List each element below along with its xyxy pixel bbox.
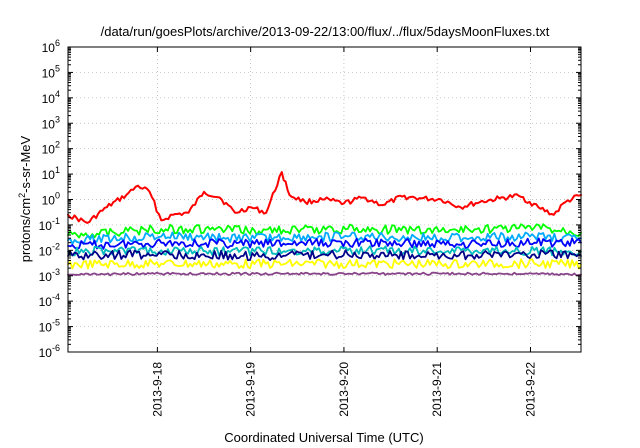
series-line-5 <box>67 245 582 257</box>
x-axis-label: Coordinated Universal Time (UTC) <box>224 430 423 445</box>
series-line-6 <box>67 249 582 262</box>
y-tick-label: 104 <box>42 89 60 106</box>
series-line-3 <box>67 231 582 245</box>
y-tick-label: 10-4 <box>39 292 60 309</box>
y-axis-label: protons/cm2-s-sr-MeV <box>17 135 33 262</box>
series-line-2 <box>67 223 582 239</box>
y-tick-label: 106 <box>42 38 60 55</box>
y-tick-label: 103 <box>42 114 60 131</box>
y-tick-label: 10-3 <box>39 267 60 284</box>
x-tick-label: 2013-9-22 <box>523 362 537 417</box>
x-tick-label: 2013-9-18 <box>150 362 164 417</box>
x-tick-label: 2013-9-20 <box>337 362 351 417</box>
series-line-8 <box>67 271 582 277</box>
y-tick-label: 10-1 <box>39 216 60 233</box>
series-line-1 <box>67 171 582 224</box>
y-axis-label-superscript: 2 <box>17 193 27 198</box>
x-tick-label: 2013-9-19 <box>244 362 258 417</box>
y-tick-label: 10-6 <box>39 343 60 360</box>
x-tick-label: 2013-9-21 <box>430 362 444 417</box>
y-tick-label: 10-2 <box>39 241 60 258</box>
x-axis: 2013-9-18 2013-9-19 2013-9-20 2013-9-21 2013… <box>150 47 537 417</box>
y-axis-label-part1: protons/cm <box>18 198 33 262</box>
chart-title: /data/run/goesPlots/archive/2013-09-22/1… <box>101 24 550 39</box>
y-tick-label: 105 <box>42 63 60 80</box>
y-tick-label: 101 <box>42 165 60 182</box>
series-line-4 <box>67 237 582 251</box>
y-tick-label: 100 <box>42 191 60 208</box>
y-tick-label: 10-5 <box>39 318 60 335</box>
y-axis-label-part2: -s-sr-MeV <box>18 135 33 192</box>
series-layer <box>67 171 582 277</box>
y-tick-label: 102 <box>42 140 60 157</box>
series-line-7 <box>67 258 582 270</box>
y-axis: 10-6 10-5 10-4 10-3 10-2 10-1 100 101 102 103 104 1… <box>39 38 581 360</box>
